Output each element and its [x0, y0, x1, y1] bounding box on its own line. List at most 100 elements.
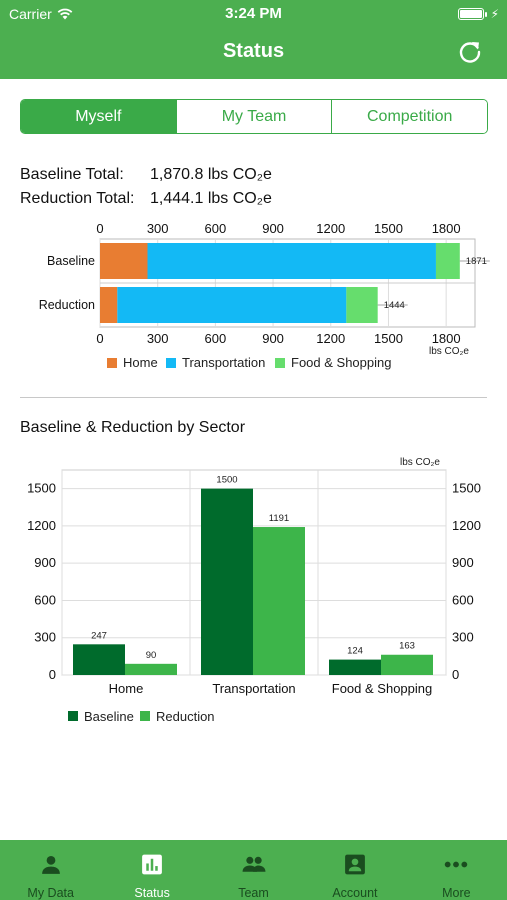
tick-label-bottom: 0: [96, 331, 103, 346]
bar-baseline: [73, 644, 125, 675]
y-tick-label-left: 1500: [27, 481, 56, 496]
battery-icon: ⚡: [457, 7, 499, 21]
y-tick-label-right: 900: [452, 555, 474, 570]
page-title: Status: [222, 40, 285, 62]
tab-status[interactable]: Status: [101, 840, 202, 900]
tick-label-top: 1500: [374, 221, 403, 236]
tab-bar: My Data Status Team Account: [0, 840, 507, 900]
y-tick-label-left: 900: [34, 555, 56, 570]
tab-label: My Data: [27, 886, 74, 900]
tab-team[interactable]: Team: [203, 840, 304, 900]
clock: 3:24 PM: [225, 5, 282, 22]
reduction-total-value: 1,444.1 lbs CO₂e: [150, 190, 272, 207]
tick-label-top: 600: [205, 221, 227, 236]
person-icon: [41, 855, 60, 874]
y-tick-label-right: 600: [452, 592, 474, 607]
value-label: 124: [347, 646, 363, 657]
segment-myself[interactable]: Myself: [21, 100, 177, 133]
y-tick-label-left: 600: [34, 592, 56, 607]
value-label: 247: [91, 630, 107, 641]
baseline-total-label: Baseline Total:: [20, 166, 124, 183]
tick-label-top: 0: [96, 221, 103, 236]
legend-swatch: [140, 711, 150, 721]
tick-label-top: 900: [262, 221, 284, 236]
total-label: 1871: [466, 256, 487, 267]
category-label: Baseline: [47, 254, 95, 268]
carrier-label: Carrier: [9, 6, 52, 22]
refresh-icon[interactable]: [457, 39, 483, 65]
y-tick-label-right: 1500: [452, 481, 481, 496]
bar-baseline: [329, 659, 381, 675]
tab-label: Team: [238, 886, 269, 900]
category-label: Reduction: [39, 298, 95, 312]
legend-label: Food & Shopping: [291, 355, 391, 370]
tab-label: Account: [332, 886, 378, 900]
legend-label: Reduction: [156, 709, 215, 724]
y-tick-label-right: 0: [452, 667, 459, 682]
sector-grouped-bar-chart: 0 0 300 300 600 600 900 900 1200 1200 1500 1500 lbs …: [27, 457, 481, 724]
y-tick-label-left: 300: [34, 630, 56, 645]
legend-swatch: [68, 711, 78, 721]
segment-competition[interactable]: Competition: [332, 100, 487, 133]
value-label: 1191: [269, 513, 289, 524]
tick-label-top: 1200: [316, 221, 345, 236]
divider: [20, 397, 487, 398]
value-label: 90: [146, 650, 157, 661]
scope-segmented-control: Myself My Team Competition: [20, 99, 488, 134]
account-box-icon: [345, 854, 365, 875]
bar-home: [100, 243, 148, 279]
legend-label: Baseline: [84, 709, 134, 724]
legend-swatch: [107, 358, 117, 368]
total-label: 1444: [384, 300, 405, 311]
more-dots-icon: [445, 861, 468, 868]
bar-transportation: [147, 243, 436, 279]
wifi-icon: [57, 8, 73, 20]
value-label: 163: [399, 641, 415, 652]
tab-label: Status: [134, 886, 170, 900]
bar-food-shopping: [346, 287, 378, 323]
legend-label: Home: [123, 355, 158, 370]
tab-more[interactable]: More: [406, 840, 507, 900]
unit-label: lbs CO₂e: [400, 457, 440, 468]
category-label: Home: [109, 681, 144, 696]
section-title: Baseline & Reduction by Sector: [20, 419, 246, 436]
group-icon: [242, 856, 265, 872]
y-tick-label-left: 0: [49, 667, 56, 682]
segment-my-team[interactable]: My Team: [176, 100, 333, 133]
y-tick-label-left: 1200: [27, 518, 56, 533]
bar-chart-icon: [142, 854, 163, 875]
tab-my-data[interactable]: My Data: [0, 840, 101, 900]
unit-label: lbs CO₂e: [429, 346, 469, 357]
tick-label-bottom: 1500: [374, 331, 403, 346]
tick-label-top: 300: [147, 221, 169, 236]
status-bar: Carrier 3:24 PM ⚡: [0, 0, 507, 28]
y-tick-label-right: 1200: [452, 518, 481, 533]
bar-transportation: [117, 287, 347, 323]
bar-baseline: [201, 488, 253, 675]
tick-label-bottom: 900: [262, 331, 284, 346]
reduction-total-label: Reduction Total:: [20, 190, 135, 207]
bar-home: [100, 287, 118, 323]
category-label: Food & Shopping: [332, 681, 432, 696]
tab-account[interactable]: Account: [304, 840, 405, 900]
tick-label-bottom: 600: [205, 331, 227, 346]
bar-reduction: [381, 654, 433, 675]
tick-label-bottom: 1200: [316, 331, 345, 346]
bar-food-shopping: [435, 243, 460, 279]
legend-label: Transportation: [182, 355, 265, 370]
y-tick-label-right: 300: [452, 630, 474, 645]
totals-summary: Baseline Total: 1,870.8 lbs CO₂e Reducti…: [20, 163, 272, 211]
totals-stacked-bar-chart: 0 0 300 300 600 600 900 900 1200 1200 1500 1500 1800…: [39, 221, 490, 370]
tab-label: More: [442, 886, 471, 900]
tick-label-top: 1800: [432, 221, 461, 236]
bar-reduction: [125, 663, 177, 675]
baseline-total-value: 1,870.8 lbs CO₂e: [150, 166, 272, 183]
tick-label-bottom: 300: [147, 331, 169, 346]
legend-swatch: [275, 358, 285, 368]
bar-reduction: [253, 527, 305, 675]
carrier: Carrier: [9, 6, 73, 22]
value-label: 1500: [216, 475, 237, 486]
tick-label-bottom: 1800: [432, 331, 461, 346]
category-label: Transportation: [212, 681, 295, 696]
nav-header: Carrier 3:24 PM ⚡ Status: [0, 0, 507, 79]
